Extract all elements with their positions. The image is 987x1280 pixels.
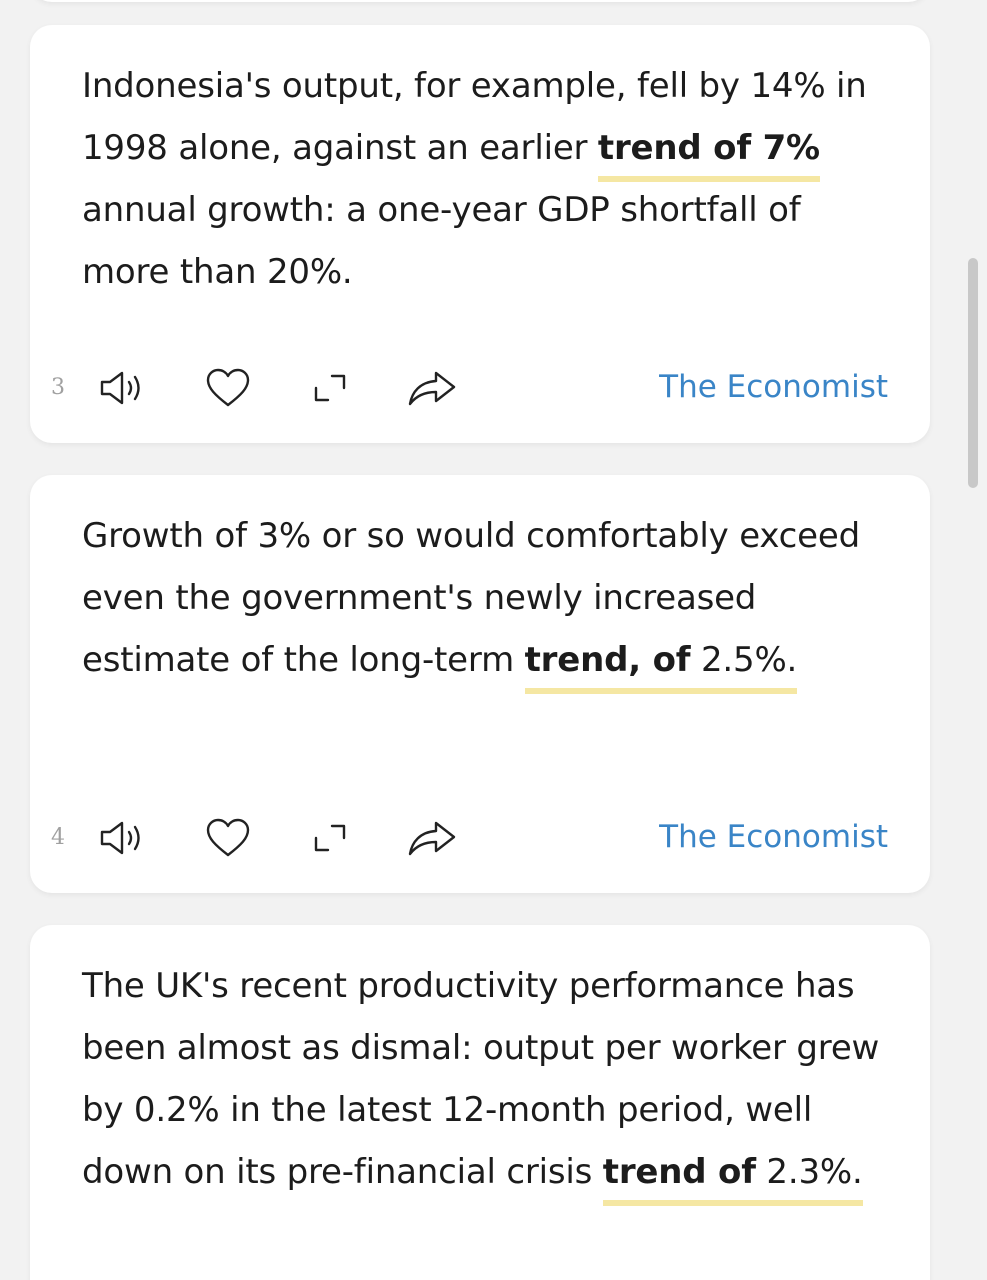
card-actions: 4 The Economist — [30, 813, 930, 863]
previous-card — [30, 0, 930, 2]
example-sentence: The UK's recent productivity performance… — [82, 955, 882, 1206]
expand-icon[interactable] — [302, 363, 358, 413]
speaker-icon[interactable] — [96, 813, 152, 863]
highlighted-term: trend, of 2.5%. — [524, 640, 797, 694]
expand-icon[interactable] — [302, 813, 358, 863]
example-sentence: Growth of 3% or so would comfortably exc… — [82, 505, 882, 694]
heart-icon[interactable] — [200, 813, 256, 863]
example-card: Growth of 3% or so would comfortably exc… — [30, 475, 930, 893]
source-link[interactable]: The Economist — [659, 369, 888, 405]
example-index: 4 — [51, 825, 65, 850]
source-link[interactable]: The Economist — [659, 819, 888, 855]
card-actions: 3 The Economist — [30, 363, 930, 413]
speaker-icon[interactable] — [96, 363, 152, 413]
share-icon[interactable] — [404, 363, 460, 413]
example-sentence: Indonesia's output, for example, fell by… — [82, 66, 867, 292]
example-card: Indonesia's output, for example, fell by… — [30, 25, 930, 443]
heart-icon[interactable] — [200, 363, 256, 413]
highlighted-term: trend of 7% — [597, 128, 820, 182]
example-card: The UK's recent productivity performance… — [30, 925, 930, 1280]
example-index: 3 — [51, 375, 65, 400]
highlighted-term: trend of 2.3%. — [602, 1152, 863, 1206]
scrollbar-thumb[interactable] — [968, 258, 978, 488]
share-icon[interactable] — [404, 813, 460, 863]
